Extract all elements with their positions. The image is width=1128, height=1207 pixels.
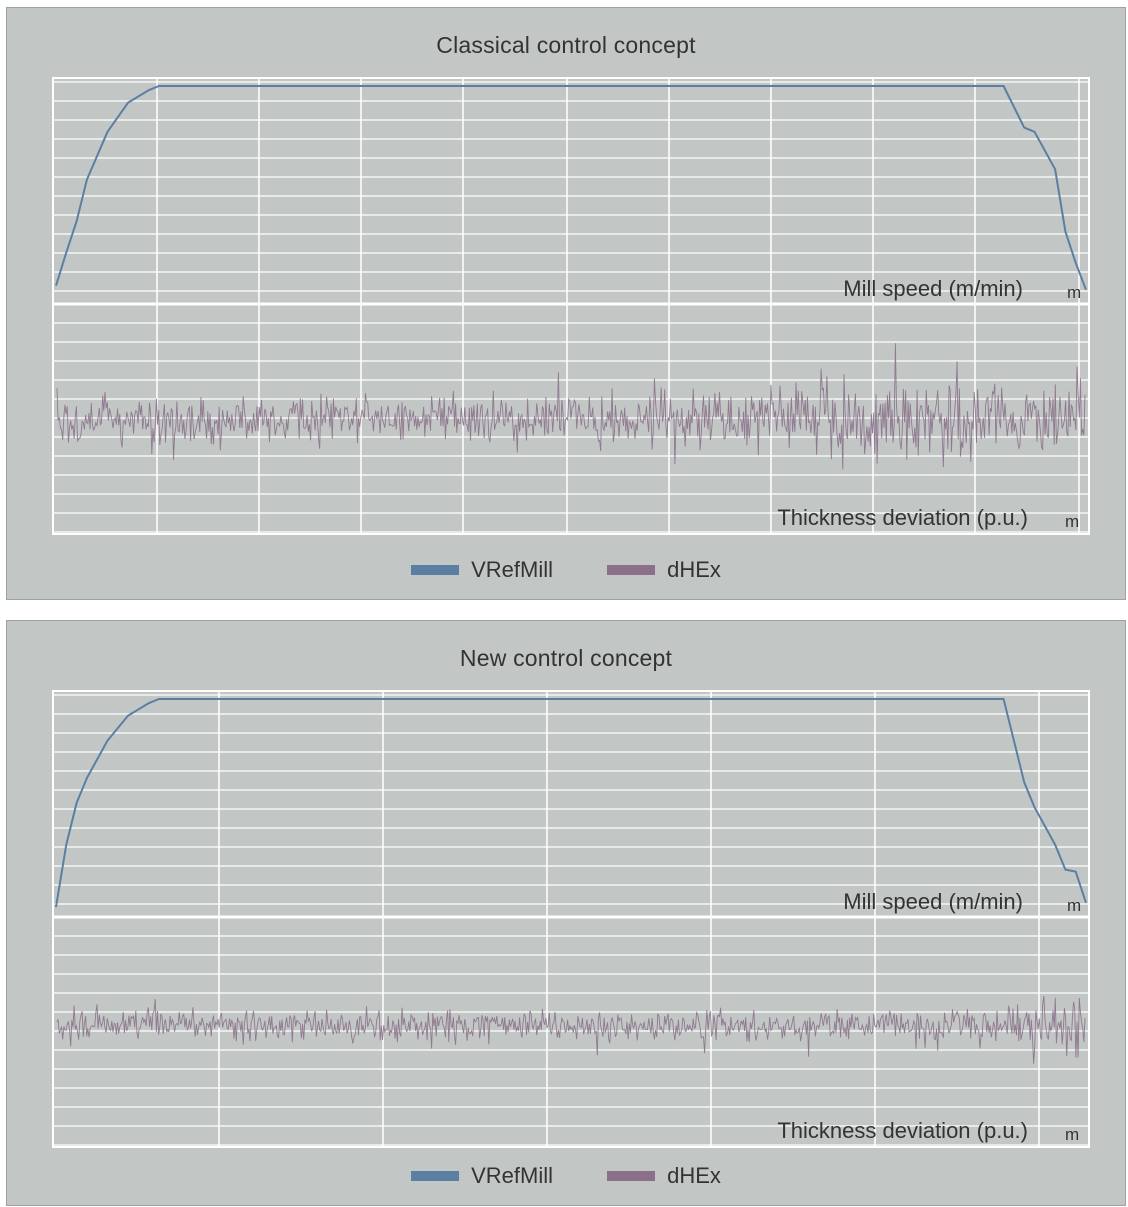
legend-label-dhex: dHEx (667, 557, 721, 582)
series-vrefmill (55, 698, 1087, 908)
grid (52, 690, 1090, 1148)
legend-item-dhex: dHEx (607, 557, 721, 583)
legend-swatch-dhex (607, 565, 656, 575)
chart-panel-new: New control concept Mill speed (m/min) m T… (6, 620, 1126, 1206)
legend-swatch-vrefmill (411, 565, 460, 575)
plot-border (52, 77, 1090, 535)
legend-label-vrefmill: VRefMill (471, 557, 553, 582)
chart-plot-area: Mill speed (m/min) m Thickness deviation (… (52, 77, 1090, 535)
plot-border (52, 690, 1090, 1148)
xunit-top: m (1067, 283, 1081, 302)
series-dhex (56, 343, 1086, 470)
chart-legend: VRefMill dHEx (7, 555, 1125, 583)
legend-label-vrefmill: VRefMill (471, 1163, 553, 1188)
xunit-bottom: m (1065, 1125, 1079, 1144)
legend-item-vrefmill: VRefMill (411, 557, 553, 583)
grid (52, 77, 1090, 535)
legend-swatch-vrefmill (411, 1171, 460, 1181)
xunit-top: m (1067, 896, 1081, 915)
legend-item-vrefmill: VRefMill (411, 1163, 553, 1189)
series-dhex (56, 995, 1086, 1064)
ylabel-mill-speed: Mill speed (m/min) (843, 889, 1023, 914)
chart-title: Classical control concept (436, 32, 696, 58)
xunit-bottom: m (1065, 512, 1079, 531)
legend-label-dhex: dHEx (667, 1163, 721, 1188)
chart-title: New control concept (459, 645, 673, 671)
ylabel-thickness-deviation: Thickness deviation (p.u.) (777, 1118, 1028, 1143)
ylabel-thickness-deviation: Thickness deviation (p.u.) (777, 505, 1028, 530)
series-vrefmill (55, 85, 1087, 291)
chart-legend: VRefMill dHEx (7, 1161, 1125, 1189)
legend-swatch-dhex (607, 1171, 656, 1181)
legend-item-dhex: dHEx (607, 1163, 721, 1189)
ylabel-mill-speed: Mill speed (m/min) (843, 276, 1023, 301)
chart-panel-classical: Classical control concept Mill speed (m/… (6, 7, 1126, 600)
chart-plot-area: Mill speed (m/min) m Thickness deviation (… (52, 690, 1090, 1148)
